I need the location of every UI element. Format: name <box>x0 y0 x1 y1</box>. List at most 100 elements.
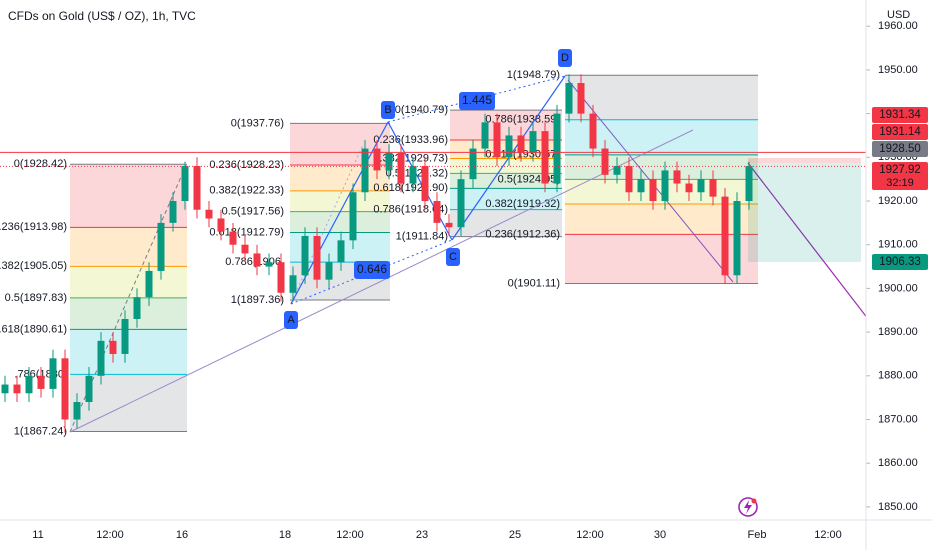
fib-label: .618(1890.61) <box>0 323 67 335</box>
candle-body <box>745 166 753 202</box>
wave-point-label: A <box>287 314 295 326</box>
fib-label: 0(1940.79) <box>395 104 448 116</box>
candle-body <box>217 218 225 232</box>
candle-body <box>181 166 189 202</box>
fib-band <box>290 165 390 191</box>
candle-body <box>109 340 117 354</box>
candle-body <box>577 83 585 114</box>
countdown: 32:19 <box>886 177 914 189</box>
candle-body <box>1 384 9 394</box>
candle-body <box>133 297 141 319</box>
y-tick-label: 1860.00 <box>878 457 918 469</box>
y-tick-label: 1960.00 <box>878 20 918 32</box>
x-tick-label: Feb <box>748 529 767 541</box>
x-tick-label: 12:00 <box>336 529 364 541</box>
price-tag <box>872 124 928 140</box>
fib-band <box>450 173 562 189</box>
y-tick-label: 1870.00 <box>878 413 918 425</box>
fib-label: 0.786(1938.59) <box>485 114 560 126</box>
fib-label: 0.618(1912.79) <box>209 226 284 238</box>
candle-body <box>385 152 393 171</box>
price-tag-label: 1928.50 <box>879 143 921 155</box>
candle-body <box>709 179 717 197</box>
drawing-line <box>387 121 453 241</box>
candle-body <box>517 135 525 153</box>
fib-label: 0.618(1922.90) <box>373 182 448 194</box>
price-tag-label: 1931.34 <box>879 109 921 121</box>
x-tick-label: 12:00 <box>576 529 604 541</box>
y-tick-label: 1910.00 <box>878 239 918 251</box>
drawing-line <box>69 129 694 433</box>
wave-point-label: D <box>561 52 569 64</box>
candle-body <box>505 135 513 158</box>
candle-body <box>13 384 21 394</box>
candle-body <box>373 148 381 171</box>
candle-body <box>529 131 537 153</box>
price-tag-label: 1906.33 <box>879 256 921 268</box>
candle-body <box>61 358 69 420</box>
price-tag-label: 1927.92 <box>879 164 921 176</box>
fib-band <box>290 123 390 166</box>
candle-body <box>661 170 669 202</box>
candle-body <box>265 262 273 267</box>
ratio-label: 1.445 <box>462 93 492 107</box>
candle-body <box>145 270 153 298</box>
x-tick-label: 11 <box>32 529 43 541</box>
candle-body <box>49 358 57 389</box>
wave-point-label: C <box>449 251 457 263</box>
fib-label: 0.5(1897.83) <box>5 292 67 304</box>
candle-body <box>433 201 441 223</box>
fib-label: .236(1913.98) <box>0 221 67 233</box>
ratio-box <box>354 261 390 279</box>
currency: USD <box>887 9 910 21</box>
target-zone <box>748 163 861 262</box>
candle-body <box>397 152 405 184</box>
logo <box>738 497 758 517</box>
fib-band <box>290 211 390 233</box>
candle-body <box>229 231 237 245</box>
candle-body <box>193 166 201 210</box>
candle-body <box>73 402 81 420</box>
fib-band <box>70 266 187 298</box>
candle-body <box>169 201 177 223</box>
ratio-label: 0.646 <box>357 262 387 276</box>
drawing-line <box>747 162 866 318</box>
fib-band <box>450 209 562 237</box>
candle-body <box>421 166 429 202</box>
candle-body <box>253 253 261 267</box>
price-tag <box>872 162 928 190</box>
fib-label: 0.5(1924.95) <box>498 173 560 185</box>
fib-label: 0.236(1928.23) <box>209 159 284 171</box>
wave-point-box <box>446 248 460 266</box>
price-tag <box>872 254 928 270</box>
price-tag <box>872 107 928 123</box>
y-tick-label: 1950.00 <box>878 64 918 76</box>
price-axis: 1850.00 1860.00 1870.00 1880.00 1890.00 1900.… <box>866 20 928 513</box>
candle-body <box>613 166 621 175</box>
candle-body <box>469 148 477 180</box>
candle-body <box>733 201 741 276</box>
fib-label: 0.236(1912.36) <box>485 228 560 240</box>
fib-band <box>565 234 758 284</box>
candle-body <box>349 192 357 241</box>
candle-body <box>85 375 93 403</box>
candle-body <box>685 183 693 193</box>
candle-body <box>457 179 465 228</box>
x-tick-label: 12:00 <box>814 529 842 541</box>
x-tick-label: 12:00 <box>96 529 124 541</box>
candle-body <box>601 148 609 175</box>
fib-label: 0(1901.11) <box>508 277 560 289</box>
candle-body <box>277 262 285 293</box>
candle-body <box>673 170 681 184</box>
plot-area: 0(1928.42) .236(1913.98) .382(1905.05) 0.5(… <box>0 69 866 437</box>
fib-band <box>565 203 758 235</box>
fib-label: 0.786(1918.04) <box>373 203 448 215</box>
fib-label: 0.382(1919.32) <box>485 198 560 210</box>
candle-body <box>493 122 501 158</box>
candle-body <box>97 340 105 376</box>
candle-body <box>157 222 165 271</box>
stop-zone <box>748 158 861 163</box>
candle-body <box>205 209 213 219</box>
